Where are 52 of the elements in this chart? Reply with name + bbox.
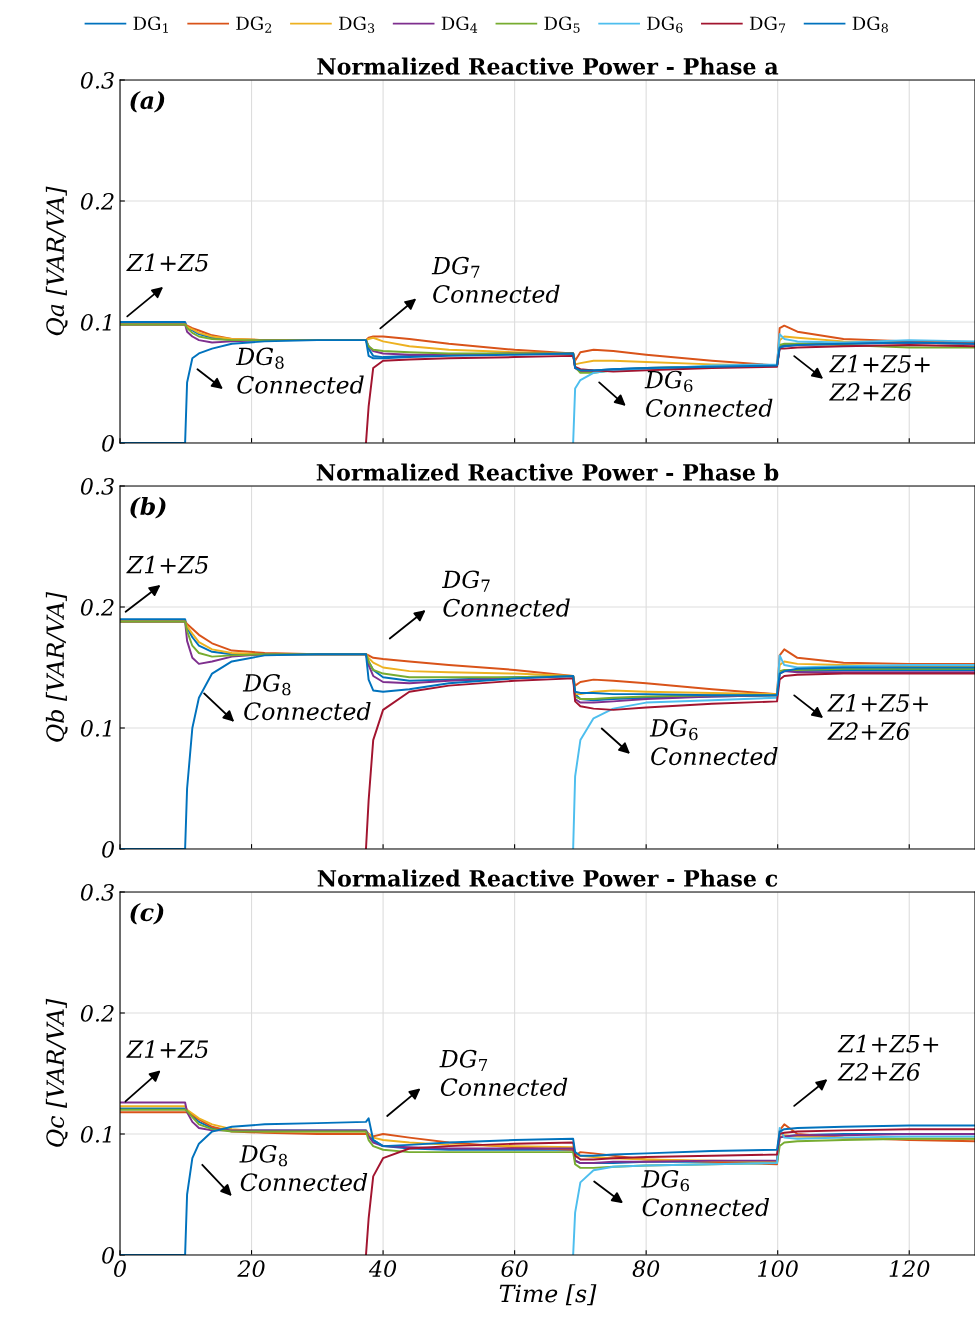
- y-axis-title: Qa [VAR/VA]: [45, 186, 68, 336]
- annotation: Z1+Z5: [126, 555, 209, 574]
- legend-label: DG$_{8}$: [852, 16, 888, 33]
- chart-title: Normalized Reactive Power - Phase c: [317, 869, 778, 887]
- y-tick-label: 0.1: [80, 719, 111, 737]
- annotation: DG$_{7}$ Connected: [431, 256, 560, 303]
- legend-label: DG$_{7}$: [749, 16, 786, 33]
- y-tick-label: 0: [102, 434, 114, 452]
- y-tick-label: 0.1: [80, 1125, 111, 1143]
- annotation: (a): [130, 90, 165, 113]
- annotation: (b): [130, 496, 166, 519]
- annotation: Z1+Z5: [126, 1040, 209, 1059]
- x-tick-label: 100: [758, 1260, 798, 1278]
- x-tick-label: 60: [501, 1260, 528, 1278]
- legend-label: DG$_{3}$: [339, 16, 375, 33]
- annotation: (c): [130, 902, 164, 925]
- y-tick-label: 0.2: [80, 1004, 114, 1022]
- annotation: Z1+Z5+ Z2+Z6: [827, 694, 928, 741]
- y-tick-label: 0.3: [80, 477, 114, 495]
- y-tick-label: 0.3: [80, 883, 114, 901]
- annotation: DG$_{7}$ Connected: [441, 570, 570, 617]
- chart-title: Normalized Reactive Power - Phase a: [317, 57, 779, 75]
- annotation: DG$_{6}$ Connected: [649, 718, 778, 766]
- legend-label: DG$_{4}$: [441, 16, 478, 33]
- x-tick-label: 40: [368, 1260, 397, 1278]
- y-axis-title: Qb [VAR/VA]: [45, 591, 68, 742]
- annotation: DG$_{6}$ Connected: [641, 1169, 770, 1217]
- annotation: Z1+Z5+ Z2+Z6: [837, 1034, 939, 1081]
- x-tick-label: 0: [114, 1260, 126, 1278]
- annotation: Z1+Z5: [126, 253, 209, 272]
- x-axis-title: Time [s]: [499, 1284, 597, 1306]
- annotation: DG$_{8}$ Connected: [242, 673, 371, 721]
- y-tick-label: 0.3: [80, 71, 114, 89]
- annotation: DG$_{7}$ Connected: [439, 1049, 568, 1097]
- y-tick-label: 0: [102, 840, 114, 858]
- annotation: Z1+Z5+ Z2+Z6: [829, 354, 930, 401]
- y-axis-title: Qc [VAR/VA]: [45, 998, 68, 1147]
- y-tick-label: 0: [102, 1246, 114, 1264]
- y-tick-label: 0.1: [80, 313, 111, 331]
- x-tick-label: 120: [889, 1260, 930, 1278]
- legend-label: DG$_{1}$: [133, 16, 168, 33]
- legend-label: DG$_{2}$: [236, 16, 272, 33]
- annotation: DG$_{8}$ Connected: [239, 1144, 368, 1192]
- legend-label: DG$_{5}$: [544, 16, 580, 33]
- annotation: DG$_{6}$ Connected: [644, 370, 773, 417]
- chart-title: Normalized Reactive Power - Phase b: [316, 463, 779, 481]
- annotation: DG$_{8}$ Connected: [235, 347, 364, 394]
- y-tick-label: 0.2: [80, 598, 114, 616]
- x-tick-label: 80: [632, 1260, 660, 1278]
- y-tick-label: 0.2: [80, 192, 114, 210]
- legend-label: DG$_{6}$: [647, 16, 683, 33]
- x-tick-label: 20: [237, 1260, 265, 1278]
